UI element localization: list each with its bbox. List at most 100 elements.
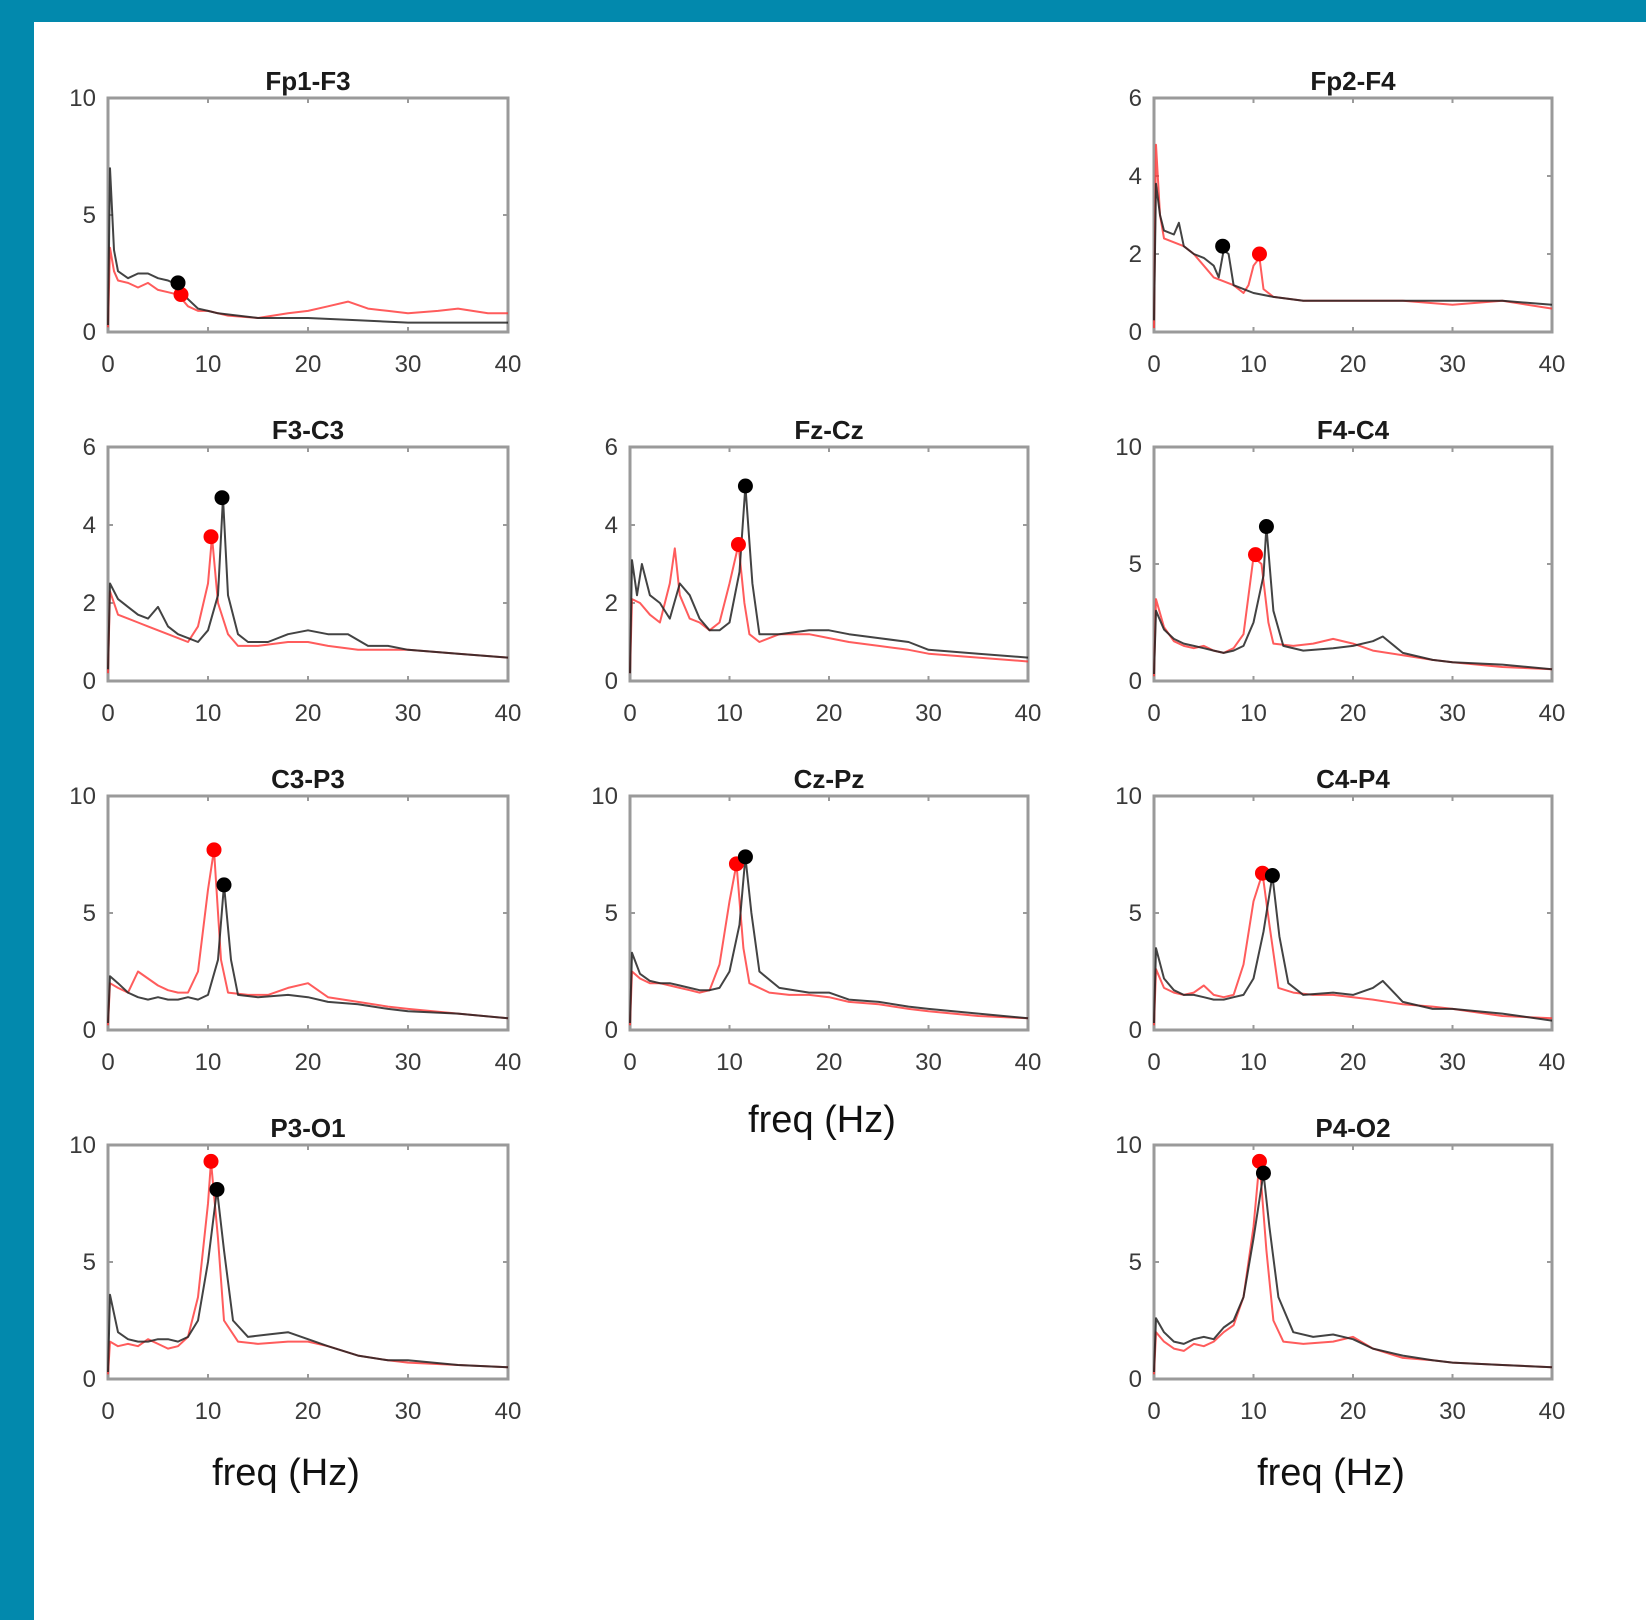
panel-1: 0 10 20 30 40 0 2 4 6 Fp2-F4 xyxy=(1129,66,1566,378)
panel-2: 0 10 20 30 40 0 2 4 6 F3-C3 xyxy=(83,415,522,727)
x-tick-label: 20 xyxy=(816,700,843,727)
y-tick-label: 6 xyxy=(605,434,618,461)
x-tick-label: 0 xyxy=(1147,1049,1160,1076)
x-tick-label: 0 xyxy=(101,351,114,378)
x-tick-label: 0 xyxy=(1147,351,1160,378)
x-tick-label: 20 xyxy=(295,700,322,727)
x-tick-label: 20 xyxy=(295,1049,322,1076)
x-tick-label: 0 xyxy=(623,700,636,727)
peak-marker xyxy=(737,849,753,865)
y-tick-label: 5 xyxy=(1129,551,1142,578)
x-tick-label: 20 xyxy=(1340,1398,1367,1425)
series-line xyxy=(1153,556,1553,677)
panel-title: C4-P4 xyxy=(1316,764,1390,794)
x-tick-label: 0 xyxy=(623,1049,636,1076)
x-tick-label: 40 xyxy=(1015,1049,1042,1076)
panel-9: 0 10 20 30 40 0 5 10 P4-O2 freq (Hz) xyxy=(1115,1113,1565,1494)
axes-box xyxy=(628,445,1030,683)
x-tick-label: 30 xyxy=(395,1049,422,1076)
peak-marker xyxy=(1258,519,1274,535)
x-tick-label: 20 xyxy=(1340,1049,1367,1076)
x-tick-label: 10 xyxy=(1240,700,1267,727)
panel-8: 0 10 20 30 40 0 5 10 P3-O1 freq (Hz) xyxy=(69,1113,521,1494)
panel-title: Fz-Cz xyxy=(794,415,863,445)
panel-title: Cz-Pz xyxy=(794,764,865,794)
y-tick-label: 10 xyxy=(591,783,618,810)
x-tick-label: 30 xyxy=(1439,1049,1466,1076)
peak-marker xyxy=(1251,246,1267,262)
axes-box xyxy=(106,1143,510,1381)
x-axis-label: freq (Hz) xyxy=(212,1452,360,1494)
panel-6: 0 10 20 30 40 0 5 10 Cz-Pz xyxy=(591,764,1041,1076)
panel-title: Fp2-F4 xyxy=(1310,66,1396,96)
axes-box xyxy=(1152,96,1554,334)
y-tick-label: 5 xyxy=(83,202,96,229)
figure-frame: freq (Hz) 0 10 20 30 40 0 5 10 Fp1-F3 0 10 20 30 40 0 2… xyxy=(34,22,1646,1620)
x-tick-label: 20 xyxy=(816,1049,843,1076)
x-tick-label: 30 xyxy=(395,1398,422,1425)
peak-marker xyxy=(1247,547,1263,563)
y-tick-label: 4 xyxy=(1129,163,1142,190)
y-tick-label: 5 xyxy=(83,1249,96,1276)
x-tick-label: 10 xyxy=(195,1049,222,1076)
series-line xyxy=(107,883,509,1024)
y-tick-label: 0 xyxy=(83,319,96,346)
x-tick-label: 0 xyxy=(1147,1398,1160,1425)
peak-marker xyxy=(1264,868,1280,884)
y-tick-label: 0 xyxy=(1129,1366,1142,1393)
x-tick-label: 30 xyxy=(915,1049,942,1076)
panel-title: F4-C4 xyxy=(1317,415,1390,445)
series-line xyxy=(1153,874,1553,1024)
y-tick-label: 0 xyxy=(83,668,96,695)
y-tick-label: 5 xyxy=(1129,1249,1142,1276)
panel-title: P3-O1 xyxy=(270,1113,345,1143)
x-tick-label: 0 xyxy=(101,1049,114,1076)
x-tick-label: 40 xyxy=(1539,351,1566,378)
panel-title: F3-C3 xyxy=(272,415,344,445)
panel-4: 0 10 20 30 40 0 5 10 F4-C4 xyxy=(1115,415,1565,727)
x-tick-label: 40 xyxy=(495,700,522,727)
y-tick-label: 10 xyxy=(1115,1132,1142,1159)
peak-marker xyxy=(170,275,186,291)
x-tick-label: 10 xyxy=(195,351,222,378)
x-tick-label: 40 xyxy=(495,1049,522,1076)
axes-box xyxy=(628,794,1030,1032)
y-tick-label: 0 xyxy=(1129,1017,1142,1044)
panel-7: 0 10 20 30 40 0 5 10 C4-P4 xyxy=(1115,764,1565,1076)
peak-marker xyxy=(206,842,222,858)
x-tick-label: 40 xyxy=(495,1398,522,1425)
x-tick-label: 0 xyxy=(1147,700,1160,727)
x-tick-label: 10 xyxy=(1240,1398,1267,1425)
x-tick-label: 10 xyxy=(1240,351,1267,378)
y-tick-label: 5 xyxy=(1129,900,1142,927)
x-tick-label: 20 xyxy=(295,351,322,378)
y-tick-label: 2 xyxy=(83,590,96,617)
y-tick-label: 10 xyxy=(69,783,96,810)
peak-marker xyxy=(1255,1165,1271,1181)
panel-0: 0 10 20 30 40 0 5 10 Fp1-F3 xyxy=(69,66,521,378)
y-tick-label: 0 xyxy=(1129,668,1142,695)
axes-box xyxy=(106,96,510,334)
y-tick-label: 4 xyxy=(83,512,96,539)
x-tick-label: 10 xyxy=(1240,1049,1267,1076)
center-xlabel: freq (Hz) xyxy=(748,1099,896,1141)
peak-marker xyxy=(1215,238,1231,254)
x-tick-label: 20 xyxy=(1340,700,1367,727)
x-tick-label: 30 xyxy=(1439,1398,1466,1425)
peak-marker xyxy=(173,287,189,303)
y-tick-label: 10 xyxy=(69,85,96,112)
x-tick-label: 20 xyxy=(1340,351,1367,378)
peak-marker xyxy=(209,1181,225,1197)
series-line xyxy=(629,855,1029,1024)
x-tick-label: 0 xyxy=(101,700,114,727)
y-tick-label: 0 xyxy=(83,1017,96,1044)
y-tick-label: 2 xyxy=(1129,241,1142,268)
panel-title: C3-P3 xyxy=(271,764,345,794)
x-tick-label: 30 xyxy=(915,700,942,727)
peak-marker xyxy=(737,478,753,494)
x-tick-label: 40 xyxy=(1015,700,1042,727)
panel-title: Fp1-F3 xyxy=(265,66,350,96)
panel-title: P4-O2 xyxy=(1315,1113,1390,1143)
x-tick-label: 40 xyxy=(1539,1049,1566,1076)
series-line xyxy=(107,167,508,326)
